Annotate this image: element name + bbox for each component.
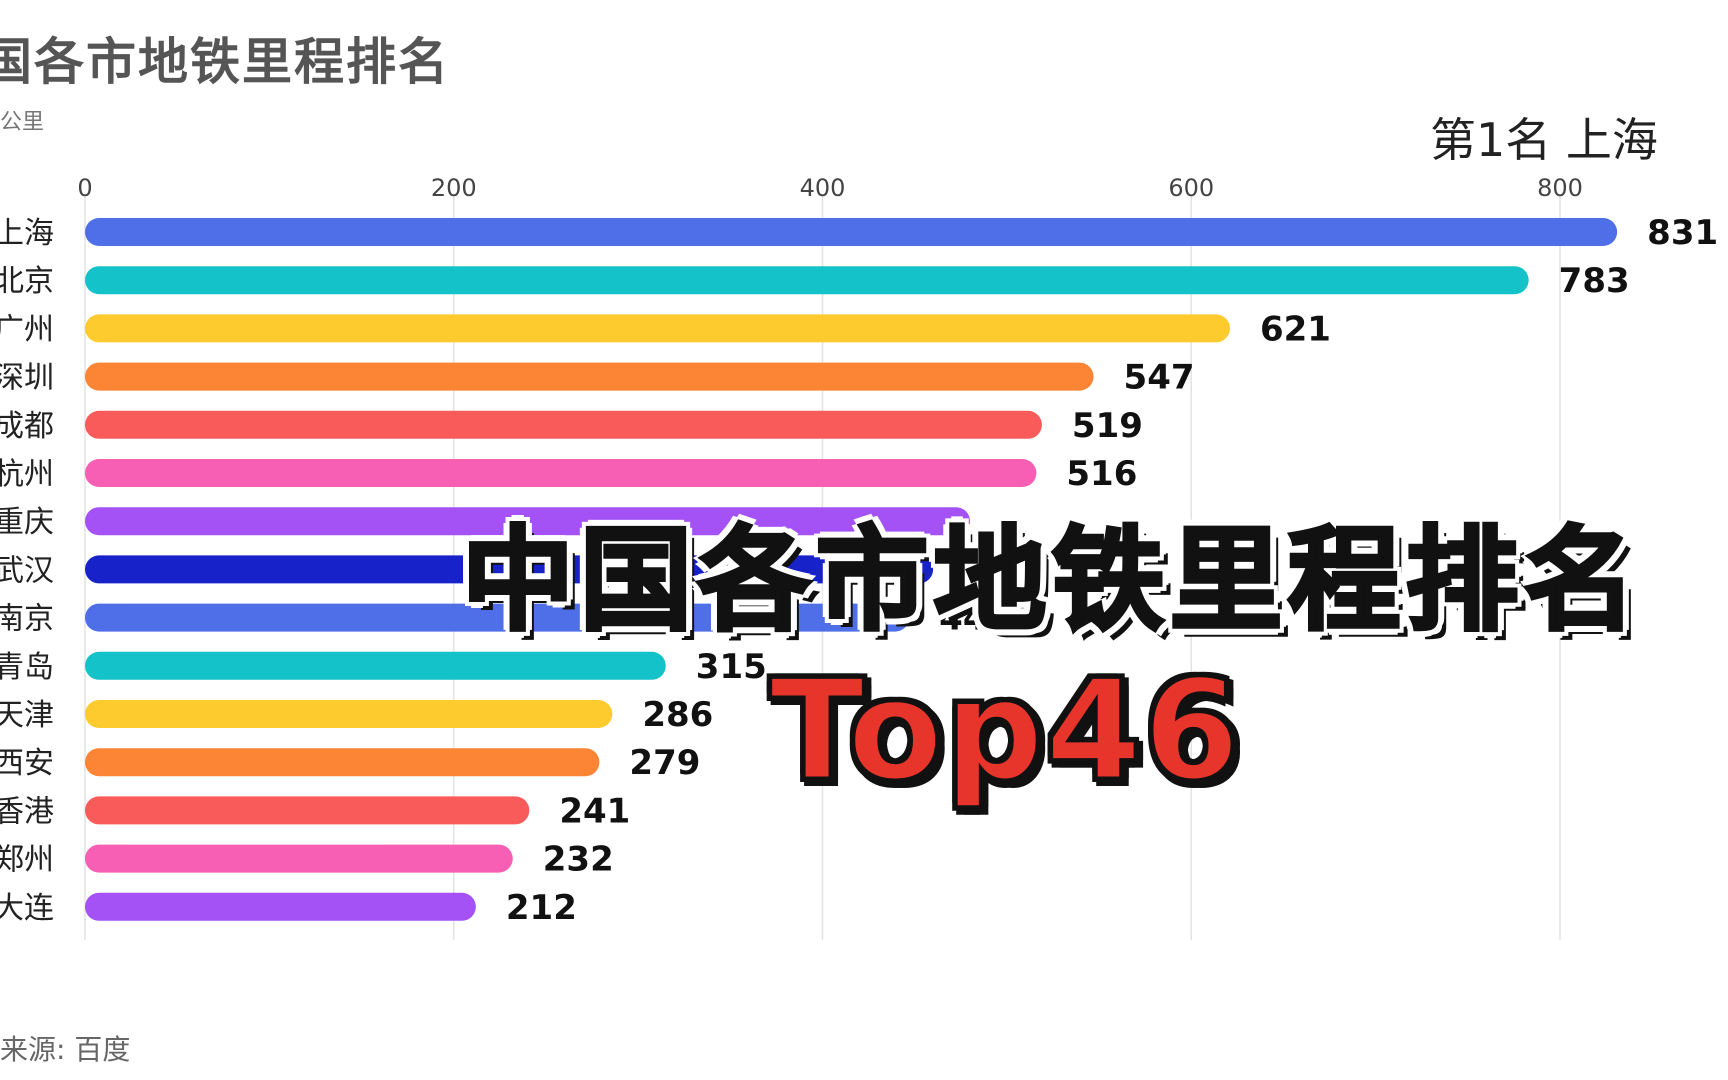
bar	[85, 459, 1037, 487]
category-label: 西安	[0, 746, 54, 781]
bar	[85, 362, 1094, 391]
category-label: 青岛	[0, 650, 54, 685]
value-label: 315	[696, 647, 767, 687]
value-label: 831	[1647, 213, 1718, 253]
bar	[85, 603, 910, 632]
value-label: 621	[1260, 309, 1331, 349]
bar	[85, 314, 1230, 343]
chart-title: 国各市地铁里程排名	[0, 33, 450, 91]
bar	[85, 555, 934, 584]
category-label: 重庆	[0, 505, 54, 540]
category-label: 上海	[0, 216, 54, 251]
bar	[85, 748, 600, 777]
source-label: 来源: 百度	[0, 1033, 131, 1066]
x-tick-label: 800	[1537, 174, 1583, 202]
bar	[85, 844, 513, 873]
category-label: 大连	[0, 891, 54, 926]
rank-indicator: 第1名 上海	[1430, 113, 1658, 167]
category-label: 北京	[0, 264, 54, 299]
category-label: 杭州	[0, 457, 54, 492]
bar	[85, 266, 1529, 295]
x-tick-label: 0	[77, 174, 92, 202]
value-label: 212	[506, 888, 577, 928]
x-tick-label: 200	[431, 174, 477, 202]
bar	[85, 410, 1042, 439]
value-label: 519	[1072, 406, 1143, 446]
category-label: 成都	[0, 409, 54, 444]
value-label: 241	[559, 791, 630, 831]
overlay-subline: Top46	[768, 649, 1242, 813]
x-tick-label: 600	[1168, 174, 1214, 202]
bar	[85, 700, 613, 728]
unit-label: 公里	[0, 110, 45, 135]
x-tick-label: 400	[800, 174, 846, 202]
category-label: 广州	[0, 312, 54, 347]
category-label: 南京	[0, 602, 54, 637]
value-label: 279	[629, 743, 700, 783]
category-label: 深圳	[0, 361, 54, 396]
bar	[85, 218, 1618, 246]
category-label: 武汉	[0, 553, 54, 588]
value-label: 516	[1066, 454, 1137, 494]
category-label: 郑州	[0, 843, 54, 878]
bar	[85, 507, 970, 536]
value-label: 783	[1559, 261, 1630, 301]
bar-layer	[85, 218, 1618, 921]
bar	[85, 651, 666, 680]
category-label: 天津	[0, 698, 54, 733]
value-label: 286	[642, 695, 713, 735]
overlay-headline: 中国各市地铁里程排名	[460, 514, 1642, 648]
value-label: 547	[1124, 358, 1195, 398]
value-label: 232	[543, 840, 614, 880]
bar	[85, 796, 530, 825]
category-label: 香港	[0, 794, 54, 829]
bar	[85, 892, 476, 921]
value-label: 447	[939, 599, 1010, 639]
